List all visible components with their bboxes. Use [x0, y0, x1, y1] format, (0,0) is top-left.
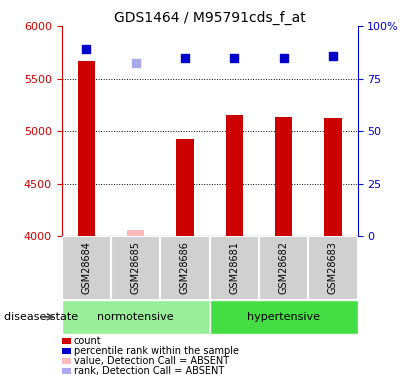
- Bar: [160, 236, 210, 300]
- Text: disease state: disease state: [4, 312, 78, 322]
- Bar: [127, 231, 144, 236]
- Point: [330, 53, 336, 58]
- Bar: [78, 61, 95, 236]
- Bar: [111, 236, 160, 300]
- Text: GSM28686: GSM28686: [180, 242, 190, 294]
- Bar: [62, 236, 111, 300]
- Point: [280, 55, 287, 61]
- Point: [231, 55, 238, 61]
- Bar: [275, 117, 292, 236]
- Bar: [226, 115, 243, 236]
- Bar: [324, 118, 342, 236]
- Bar: [259, 236, 308, 300]
- Text: hypertensive: hypertensive: [247, 312, 320, 322]
- Text: GSM28683: GSM28683: [328, 242, 338, 294]
- Text: GSM28682: GSM28682: [279, 242, 289, 294]
- Point: [83, 46, 90, 52]
- Title: GDS1464 / M95791cds_f_at: GDS1464 / M95791cds_f_at: [114, 11, 305, 25]
- Text: GSM28681: GSM28681: [229, 242, 239, 294]
- Text: normotensive: normotensive: [97, 312, 174, 322]
- Bar: [308, 236, 358, 300]
- Point: [182, 55, 188, 61]
- Bar: [210, 300, 358, 334]
- Text: percentile rank within the sample: percentile rank within the sample: [74, 346, 239, 356]
- Text: GSM28684: GSM28684: [81, 242, 91, 294]
- Bar: [62, 300, 210, 334]
- Text: value, Detection Call = ABSENT: value, Detection Call = ABSENT: [74, 356, 229, 366]
- Bar: [210, 236, 259, 300]
- Bar: [176, 139, 194, 236]
- Point: [132, 60, 139, 66]
- Text: rank, Detection Call = ABSENT: rank, Detection Call = ABSENT: [74, 366, 224, 375]
- Text: count: count: [74, 336, 102, 346]
- Text: GSM28685: GSM28685: [131, 242, 141, 294]
